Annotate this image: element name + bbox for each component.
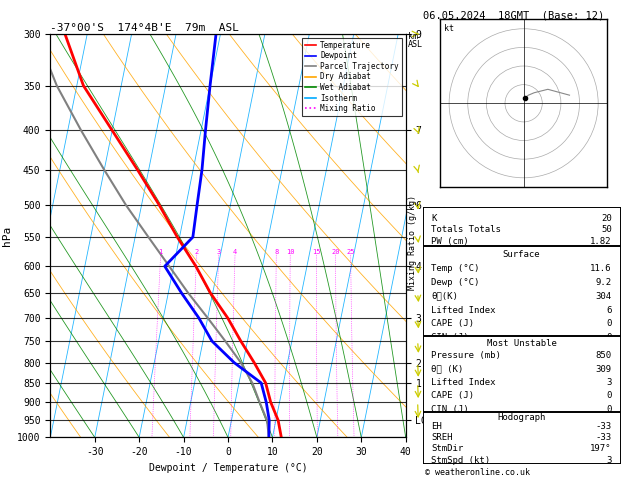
Text: 06.05.2024  18GMT  (Base: 12): 06.05.2024 18GMT (Base: 12) <box>423 11 604 21</box>
Text: θᴄ (K): θᴄ (K) <box>431 364 464 374</box>
Text: StmDir: StmDir <box>431 444 464 453</box>
Text: 9.2: 9.2 <box>596 278 612 287</box>
Text: 304: 304 <box>596 292 612 301</box>
Text: K: K <box>431 213 437 223</box>
Text: 11.6: 11.6 <box>590 264 612 273</box>
Text: 20: 20 <box>601 213 612 223</box>
X-axis label: Dewpoint / Temperature (°C): Dewpoint / Temperature (°C) <box>148 463 308 473</box>
Text: 0: 0 <box>606 391 612 400</box>
Text: SREH: SREH <box>431 433 453 442</box>
Text: 25: 25 <box>347 249 355 255</box>
Text: Temp (°C): Temp (°C) <box>431 264 479 273</box>
Text: 10: 10 <box>286 249 294 255</box>
Text: -33: -33 <box>596 433 612 442</box>
Text: Hodograph: Hodograph <box>498 414 545 422</box>
Text: CAPE (J): CAPE (J) <box>431 319 474 329</box>
Text: -33: -33 <box>596 422 612 431</box>
Text: Mixing Ratio (g/kg): Mixing Ratio (g/kg) <box>408 195 417 291</box>
Text: 2: 2 <box>194 249 199 255</box>
Text: 309: 309 <box>596 364 612 374</box>
Text: PW (cm): PW (cm) <box>431 237 469 246</box>
Legend: Temperature, Dewpoint, Parcel Trajectory, Dry Adiabat, Wet Adiabat, Isotherm, Mi: Temperature, Dewpoint, Parcel Trajectory… <box>302 38 402 116</box>
Text: 50: 50 <box>601 225 612 234</box>
Text: Pressure (mb): Pressure (mb) <box>431 351 501 360</box>
Text: CIN (J): CIN (J) <box>431 405 469 414</box>
Text: Lifted Index: Lifted Index <box>431 378 496 387</box>
Text: 850: 850 <box>596 351 612 360</box>
Text: Totals Totals: Totals Totals <box>431 225 501 234</box>
Text: kt: kt <box>443 24 454 33</box>
Text: 3: 3 <box>606 455 612 465</box>
Text: © weatheronline.co.uk: © weatheronline.co.uk <box>425 468 530 477</box>
Text: 8: 8 <box>274 249 279 255</box>
Text: 20: 20 <box>331 249 340 255</box>
Text: 4: 4 <box>233 249 237 255</box>
Text: StmSpd (kt): StmSpd (kt) <box>431 455 490 465</box>
Text: 0: 0 <box>606 333 612 342</box>
Text: CAPE (J): CAPE (J) <box>431 391 474 400</box>
Text: Lifted Index: Lifted Index <box>431 306 496 314</box>
Text: 3: 3 <box>606 378 612 387</box>
Text: Surface: Surface <box>503 249 540 259</box>
Text: 0: 0 <box>606 319 612 329</box>
Text: 3: 3 <box>216 249 221 255</box>
Text: km: km <box>408 32 418 41</box>
Text: 1: 1 <box>159 249 163 255</box>
Text: -37°00'S  174°4B'E  79m  ASL: -37°00'S 174°4B'E 79m ASL <box>50 23 239 33</box>
Text: 15: 15 <box>312 249 321 255</box>
Text: EH: EH <box>431 422 442 431</box>
Text: 0: 0 <box>606 405 612 414</box>
Text: Dewp (°C): Dewp (°C) <box>431 278 479 287</box>
Text: 6: 6 <box>606 306 612 314</box>
Text: 197°: 197° <box>590 444 612 453</box>
Text: 1.82: 1.82 <box>590 237 612 246</box>
Text: CIN (J): CIN (J) <box>431 333 469 342</box>
Text: Most Unstable: Most Unstable <box>486 339 557 348</box>
Text: ASL: ASL <box>408 40 423 49</box>
Y-axis label: hPa: hPa <box>1 226 11 246</box>
Text: θᴄ(K): θᴄ(K) <box>431 292 458 301</box>
